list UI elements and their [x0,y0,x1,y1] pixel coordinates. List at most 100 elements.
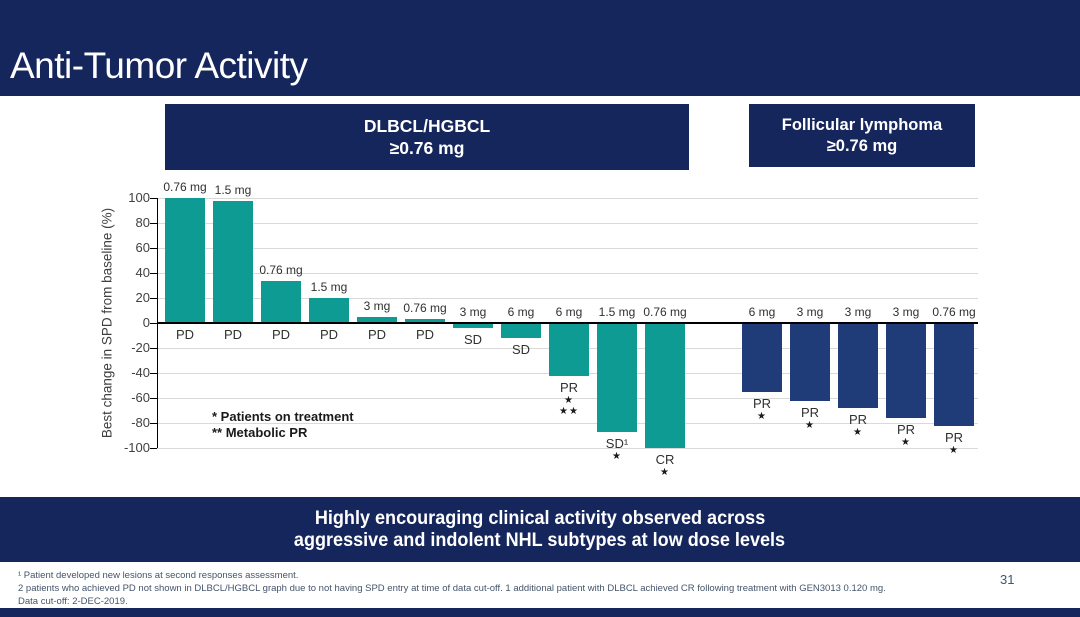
bar-response-label: PR ★ [897,422,915,448]
page-title: Anti-Tumor Activity [10,45,308,86]
follicular-bar [742,323,782,392]
y-axis-tick-label: -20 [131,340,150,355]
follicular-header-line1: Follicular lymphoma [781,115,943,134]
follicular-header-line2: ≥0.76 mg [826,136,898,155]
bar-dose-label: 3 mg [363,298,391,313]
bar-response-label: PR ★ [945,430,963,456]
y-axis-tick-label: 40 [135,265,150,280]
y-axis-tick-label: -100 [123,440,150,455]
footnote-1: ¹ Patient developed new lesions at secon… [18,570,299,581]
response-text: PD [319,327,339,342]
bar-response-label: PD [176,327,194,342]
response-text: PD [175,327,195,342]
response-text: PD [415,327,435,342]
dlbcl-header-line1: DLBCL/HGBCL [363,116,491,136]
legend-patients-on-treatment: * Patients on treatment [212,409,354,424]
on-treatment-star: ★ [853,427,863,438]
response-text: PR [559,379,579,395]
gridline [157,398,978,399]
banner-line1: Highly encouraging clinical activity obs… [314,507,766,529]
y-axis-tick [150,348,157,349]
bar-dose-label: 1.5 mg [310,280,348,294]
on-treatment-star: ★ [949,444,959,456]
response-text: SD [511,342,531,357]
y-axis-tick [150,248,157,249]
y-axis-tick-label: -60 [131,390,150,405]
response-text: PR [944,429,964,445]
y-axis-tick-label: 100 [128,190,150,205]
bar-response-label: PD [320,327,338,342]
bar-response-label: PD [224,327,242,342]
y-axis-tick-label: 80 [135,215,150,230]
response-text: PD [271,327,291,342]
y-axis-tick [150,223,157,224]
y-axis-tick [150,198,157,199]
bar-response-label: PR ★ [753,396,771,422]
dlbcl-bar [597,323,637,432]
bar-dose-label: 0.76 mg [932,305,976,319]
legend-metabolic-pr: ** Metabolic PR [212,425,308,440]
y-axis-tick [150,273,157,274]
dlbcl-bar [501,323,541,338]
footnotes: ¹ Patient developed new lesions at secon… [18,569,886,608]
bar-dose-label: 6 mg [555,305,583,319]
y-axis-tick-label: 20 [135,290,150,305]
bar-response-label: PR ★ ★★ [559,380,579,417]
x-axis-zero-line [157,322,978,324]
dlbcl-bar [453,323,493,328]
bar-response-label: SD [464,332,482,347]
bar-response-label: SD¹ ★ [606,436,628,462]
takeaway-banner: Highly encouraging clinical activity obs… [0,497,1080,562]
response-text: PD [223,327,243,342]
follicular-bar [838,323,878,408]
footnote-2: 2 patients who achieved PD not shown in … [18,583,886,594]
banner-line2: aggressive and indolent NHL subtypes at … [294,529,786,551]
follicular-group-header: Follicular lymphoma ≥0.76 mg [749,104,975,167]
y-axis-tick [150,423,157,424]
follicular-bar [886,323,926,418]
dlbcl-bar [549,323,589,376]
bar-dose-label: 6 mg [748,305,776,319]
bar-response-label: PD [272,327,290,342]
response-text: SD [463,332,483,347]
bar-response-label: CR ★ [656,452,675,478]
dlbcl-bar [357,316,397,323]
response-text: PR [752,395,772,411]
gridline [157,448,978,449]
y-axis-tick [150,298,157,299]
response-text: PR [800,404,820,420]
y-axis-tick [150,323,157,324]
on-treatment-star: ★★ [559,405,579,417]
y-axis-tick-label: -80 [131,415,150,430]
on-treatment-star: ★ [757,410,767,422]
bar-dose-label: 6 mg [507,305,535,319]
dlbcl-bar [405,319,445,323]
follicular-bar [934,323,974,426]
dlbcl-group-header: DLBCL/HGBCL ≥0.76 mg [165,104,689,170]
bar-dose-label: 0.76 mg [163,180,207,194]
response-text: CR [655,452,675,467]
y-axis-tick-label: 60 [135,240,150,255]
footnote-3: Data cut-off: 2-DEC-2019. [18,596,128,607]
bar-response-label: SD [512,342,530,357]
dlbcl-bar [309,298,349,323]
bar-dose-label: 3 mg [796,305,824,319]
bar-dose-label: 3 mg [844,305,872,319]
dlbcl-bar [645,323,685,448]
y-axis-tick-label: -40 [131,365,150,380]
response-text: PR [848,412,868,427]
gridline [157,198,978,199]
bar-dose-label: 1.5 mg [598,305,636,319]
title-bar: Anti-Tumor Activity [0,0,1080,96]
response-text: PR [896,422,916,437]
on-treatment-star: ★ [612,450,622,462]
bar-dose-label: 3 mg [459,305,487,319]
bar-dose-label: 3 mg [892,305,920,319]
gridline [157,273,978,274]
bar-response-label: PD [368,327,386,342]
bar-dose-label: 1.5 mg [214,182,252,197]
y-axis-tick [150,398,157,399]
chart-legend: * Patients on treatment ** Metabolic PR [212,409,354,441]
response-text: SD¹ [605,435,629,451]
response-text: PD [367,327,387,342]
